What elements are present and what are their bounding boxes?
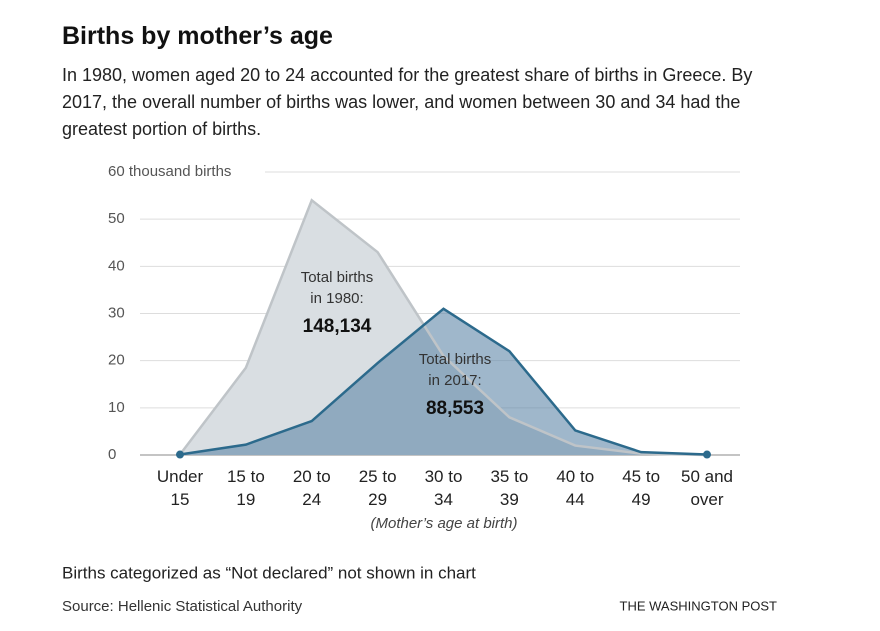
- x-tick-label-line: 30 to: [425, 467, 463, 486]
- x-tick-label-line: 25 to: [359, 467, 397, 486]
- area: [180, 200, 707, 455]
- x-tick-label: 45 to 49: [622, 467, 660, 509]
- annotation: Total births: [419, 351, 492, 368]
- end-dot: [703, 450, 711, 459]
- x-tick-label-line: 34: [434, 490, 453, 509]
- x-tick-label-line: over: [690, 490, 723, 509]
- x-tick-label: 50 and over: [681, 467, 733, 509]
- annotation-total: 148,134: [303, 316, 372, 337]
- x-tick-label: 25 to 29: [359, 467, 397, 509]
- annotation: in 1980:: [310, 290, 363, 307]
- chart-subtitle: In 1980, women aged 20 to 24 accounted f…: [62, 65, 753, 139]
- y-tick-label: 10: [108, 399, 125, 416]
- x-tick-label: 35 to 39: [490, 467, 528, 509]
- x-tick-label-line: 19: [236, 490, 255, 509]
- x-tick-label: 30 to 34: [425, 467, 463, 509]
- credit: THE WASHINGTON POST: [620, 598, 778, 613]
- x-tick-label-line: 29: [368, 490, 387, 509]
- source: Source: Hellenic Statistical Authority: [62, 598, 303, 615]
- x-tick-label-line: 15: [171, 490, 190, 509]
- x-tick-label-line: 35 to: [490, 467, 528, 486]
- chart-title: Births by mother’s age: [62, 22, 333, 50]
- note: Births categorized as “Not declared” not…: [62, 563, 476, 582]
- y-tick-label: 20: [108, 352, 125, 369]
- annotation: Total births: [301, 269, 374, 286]
- y-tick-label: 50: [108, 210, 125, 227]
- x-tick-label-line: 20 to: [293, 467, 331, 486]
- x-tick-label: 20 to 24: [293, 467, 331, 509]
- line: [179, 198, 708, 457]
- annotation-total: 88,553: [426, 398, 484, 419]
- x-tick-label-line: 24: [302, 490, 321, 509]
- x-tick-label-line: 44: [566, 490, 585, 509]
- end-dot: [176, 450, 184, 459]
- area: [180, 308, 707, 455]
- y-tick-label: 60 thousand births: [108, 163, 231, 180]
- x-tick-label-line: 50 and: [681, 467, 733, 486]
- x-axis-label: (Mother’s age at birth): [370, 515, 517, 532]
- y-tick-label: 0: [108, 446, 116, 463]
- x-tick-label: Under 15: [157, 467, 204, 509]
- x-tick-label: 15 to 19: [227, 467, 265, 509]
- y-tick-label: 40: [108, 257, 125, 274]
- y-tick-label: 30: [108, 304, 125, 321]
- x-tick-label-line: 49: [632, 490, 651, 509]
- x-tick-label-line: 39: [500, 490, 519, 509]
- x-tick-label-line: 40 to: [556, 467, 594, 486]
- x-tick-label-line: Under: [157, 467, 204, 486]
- x-tick-label-line: 45 to: [622, 467, 660, 486]
- annotation: in 2017:: [428, 372, 481, 389]
- line: [179, 307, 708, 456]
- x-tick-label: 40 to 44: [556, 467, 594, 509]
- x-tick-label-line: 15 to: [227, 467, 265, 486]
